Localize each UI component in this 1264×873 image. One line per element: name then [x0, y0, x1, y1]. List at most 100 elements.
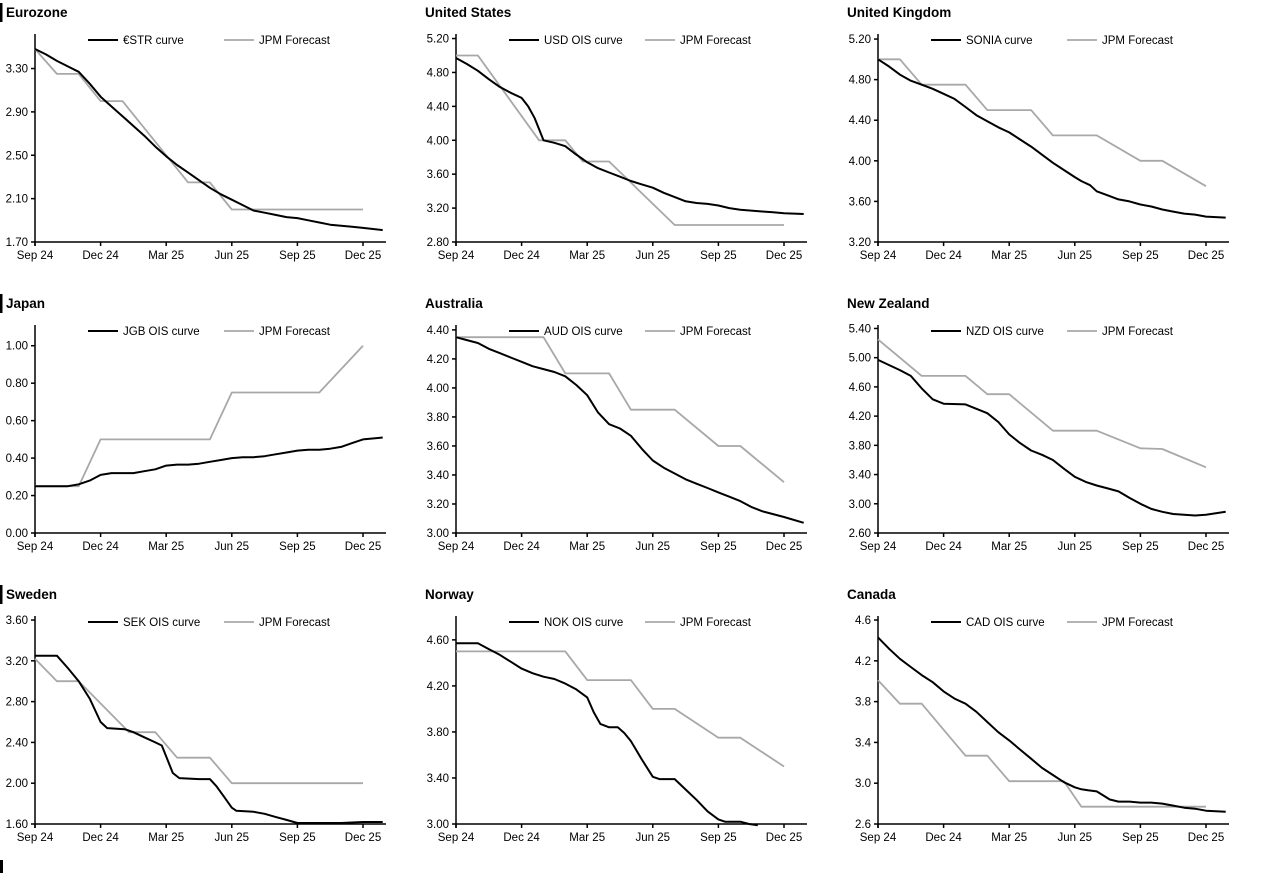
- y-tick-label: 2.50: [6, 150, 28, 162]
- x-tick-label: Jun 25: [215, 541, 250, 553]
- series-line-str-curve: [34, 48, 383, 232]
- chart-panel-eurozone: Eurozone €STR curve JPM Forecast 1.70 2.10 2.…: [0, 0, 421, 291]
- x-tick-label: Mar 25: [570, 832, 606, 844]
- y-tick-label: 3.40: [427, 773, 449, 785]
- legend: JGB OIS curve JPM Forecast: [88, 326, 331, 338]
- y-tick-label: 2.60: [848, 528, 870, 540]
- y-tick-label: 5.20: [427, 34, 449, 46]
- y-tick-label: 0.40: [6, 453, 28, 465]
- title-marker-bar: [0, 3, 3, 22]
- x-tick-label: Jun 25: [1057, 250, 1092, 262]
- x-tick-label: Sep 24: [859, 541, 896, 553]
- x-tick-label: Sep 25: [279, 250, 315, 262]
- chart-canada: Canada CAD OIS curve JPM Forecast 2.6 3.0 3.4…: [847, 587, 1229, 844]
- series-line-jgb-ois-curve: [35, 436, 383, 488]
- y-tick-label: 4.20: [427, 354, 449, 366]
- x-tick-label: Sep 24: [17, 541, 54, 553]
- x-tick-label: Dec 25: [766, 541, 802, 553]
- y-tick-label: 3.60: [848, 196, 870, 208]
- legend-label-ois: NZD OIS curve: [966, 326, 1044, 338]
- next-section-marker-bar: [0, 860, 3, 873]
- y-tick-label: 3.00: [427, 819, 449, 831]
- x-tick-label: Sep 25: [1122, 250, 1158, 262]
- x-tick-label: Dec 24: [504, 250, 541, 262]
- series-line-usd-ois-curve: [455, 57, 805, 215]
- x-tick-label: Sep 25: [701, 541, 737, 553]
- x-tick-label: Sep 25: [279, 832, 315, 844]
- x-tick-label: Sep 25: [701, 832, 737, 844]
- x-tick-label: Dec 25: [1187, 832, 1223, 844]
- legend: CAD OIS curve JPM Forecast: [930, 617, 1174, 629]
- y-tick-label: 3.20: [427, 499, 449, 511]
- y-tick-label: 3.20: [6, 656, 28, 668]
- x-tick-label: Mar 25: [570, 250, 606, 262]
- x-tick-label: Dec 25: [345, 832, 381, 844]
- x-tick-label: Dec 24: [925, 832, 962, 844]
- title-marker-bar: [0, 294, 3, 313]
- y-tick-label: 3.0: [855, 778, 871, 790]
- legend: €STR curve JPM Forecast: [88, 35, 331, 47]
- legend-label-ois: USD OIS curve: [544, 35, 623, 47]
- x-tick-label: Jun 25: [1057, 832, 1092, 844]
- x-tick-label: Jun 25: [215, 832, 250, 844]
- x-tick-label: Dec 24: [925, 541, 962, 553]
- chart-australia: Australia AUD OIS curve JPM Forecast 3.00 3.…: [425, 296, 808, 553]
- legend-label-ois: SEK OIS curve: [123, 617, 200, 629]
- series-line-jpm-forecast: [34, 658, 363, 785]
- x-tick-label: Dec 25: [766, 250, 802, 262]
- y-tick-label: 4.2: [855, 656, 871, 668]
- y-tick-label: 4.60: [427, 635, 449, 647]
- legend-label-ois: AUD OIS curve: [544, 326, 623, 338]
- x-tick-label: Dec 25: [345, 250, 381, 262]
- series-line-jpm-forecast: [35, 345, 364, 488]
- x-tick-label: Dec 24: [82, 250, 119, 262]
- x-tick-label: Mar 25: [148, 250, 184, 262]
- y-tick-label: 4.20: [848, 411, 870, 423]
- y-tick-label: 4.40: [848, 115, 870, 127]
- legend-label-ois: JGB OIS curve: [123, 326, 200, 338]
- y-tick-label: 4.60: [848, 382, 870, 394]
- x-tick-label: Sep 25: [701, 250, 737, 262]
- y-tick-label: 5.20: [848, 34, 870, 46]
- y-tick-label: 0.20: [6, 491, 28, 503]
- x-tick-label: Mar 25: [991, 250, 1027, 262]
- y-tick-label: 3.80: [427, 727, 449, 739]
- chart-panel-japan: Japan JGB OIS curve JPM Forecast 0.00 0.20 0.…: [0, 291, 421, 582]
- y-tick-label: 3.00: [427, 528, 449, 540]
- chart-panel-united-states: United States USD OIS curve JPM Forecast 2.…: [421, 0, 842, 291]
- x-tick-label: Dec 24: [925, 250, 962, 262]
- chart-panel-new-zealand: New Zealand NZD OIS curve JPM Forecast 2.60…: [843, 291, 1264, 582]
- chart-sweden: Sweden SEK OIS curve JPM Forecast 1.60 2.00 2…: [0, 585, 386, 844]
- series-line-cad-ois-curve: [876, 636, 1226, 813]
- y-tick-label: 3.4: [855, 737, 872, 749]
- legend-label-ois: CAD OIS curve: [966, 617, 1045, 629]
- y-tick-label: 5.00: [848, 353, 870, 365]
- y-tick-label: 4.40: [427, 325, 449, 337]
- legend: AUD OIS curve JPM Forecast: [509, 326, 752, 338]
- chart-title: Australia: [425, 296, 483, 311]
- x-tick-label: Dec 24: [504, 832, 541, 844]
- y-tick-label: 4.80: [427, 67, 449, 79]
- legend-label-forecast: JPM Forecast: [680, 326, 752, 338]
- x-tick-label: Sep 24: [859, 832, 896, 844]
- x-tick-label: Sep 24: [438, 541, 475, 553]
- y-tick-label: 2.6: [855, 819, 871, 831]
- chart-japan: Japan JGB OIS curve JPM Forecast 0.00 0.20 0.…: [0, 294, 386, 553]
- legend-label-forecast: JPM Forecast: [1102, 35, 1174, 47]
- legend: NZD OIS curve JPM Forecast: [930, 326, 1173, 338]
- chart-united-kingdom: United Kingdom SONIA curve JPM Forecast 3.2…: [847, 5, 1229, 262]
- x-tick-label: Mar 25: [570, 541, 606, 553]
- legend-label-forecast: JPM Forecast: [1102, 617, 1174, 629]
- y-tick-label: 2.90: [6, 107, 28, 119]
- y-tick-label: 1.70: [6, 237, 28, 249]
- x-tick-label: Dec 25: [1187, 541, 1223, 553]
- y-tick-label: 2.80: [6, 697, 28, 709]
- series-line-jpm-forecast: [34, 48, 363, 211]
- y-tick-label: 3.20: [848, 237, 870, 249]
- y-tick-label: 2.10: [6, 194, 28, 206]
- x-tick-label: Jun 25: [1057, 541, 1092, 553]
- chart-norway: Norway NOK OIS curve JPM Forecast 3.00 3.40 3…: [425, 587, 808, 844]
- y-tick-label: 3.30: [6, 64, 28, 76]
- series-line-jpm-forecast: [877, 58, 1207, 187]
